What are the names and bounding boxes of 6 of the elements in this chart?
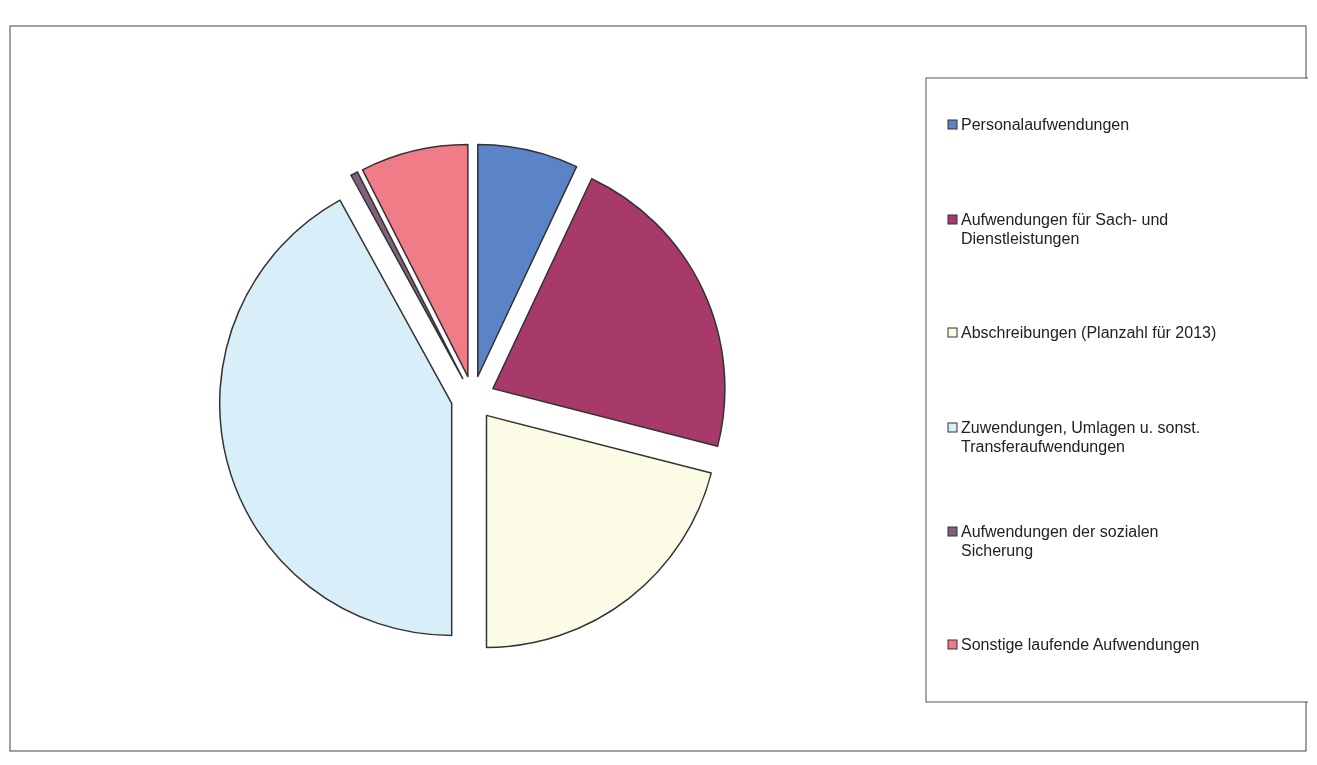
legend-label: Personalaufwendungen xyxy=(961,116,1130,133)
legend-label: Sonstige laufende Aufwendungen xyxy=(961,636,1200,653)
legend-label: Abschreibungen (Planzahl für 2013) xyxy=(961,324,1217,341)
legend-label: Aufwendungen für Sach- und Dienstleistungen xyxy=(961,211,1169,247)
legend-label: Zuwendungen, Umlagen u. sonst. Transferaufwendungen xyxy=(961,419,1201,455)
legend-label: Aufwendungen der sozialen Sicherung xyxy=(961,523,1159,559)
